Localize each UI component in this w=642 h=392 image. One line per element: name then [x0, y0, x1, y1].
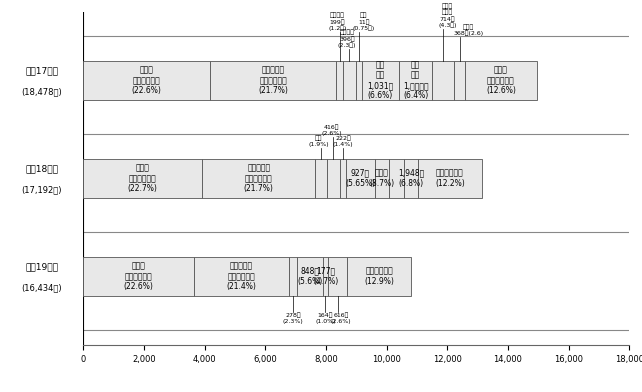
Text: (18,478件): (18,478件) [21, 88, 62, 96]
Bar [323, 257, 329, 296]
Text: 騒音他
(8.7%): 騒音他 (8.7%) [369, 169, 394, 188]
Bar [347, 159, 374, 198]
Text: 渋滞
(1.9%): 渋滞 (1.9%) [308, 136, 329, 147]
Text: 工事等
４，１７７件
(22.6%): 工事等 ４，１７７件 (22.6%) [132, 65, 162, 95]
Text: 平成18年度: 平成18年度 [25, 164, 58, 173]
Bar [289, 257, 297, 296]
Text: 222件
(1.4%): 222件 (1.4%) [333, 136, 353, 147]
Text: (16,434件): (16,434件) [21, 284, 62, 292]
Text: 通報・申告
５，４９８件
(21.7%): 通報・申告 ５，４９８件 (21.7%) [244, 163, 273, 193]
Text: 1,948件
(6.8%): 1,948件 (6.8%) [398, 169, 424, 188]
Bar [202, 159, 315, 198]
Bar [327, 159, 340, 198]
Bar [465, 61, 537, 100]
Bar [432, 61, 454, 100]
Bar [418, 159, 482, 198]
Text: その他
の会社
714件
(4.3％): その他 の会社 714件 (4.3％) [438, 3, 456, 29]
Bar [315, 159, 327, 198]
Bar [454, 61, 465, 100]
Text: 616件
(2.6%): 616件 (2.6%) [331, 313, 351, 324]
Text: 直接
生活
1,０００件
(6.4%): 直接 生活 1,０００件 (6.4%) [403, 60, 428, 100]
Bar [374, 159, 389, 198]
Text: ２，０９７件
(12.2%): ２，０９７件 (12.2%) [435, 169, 465, 188]
Text: 177件
(4.7%): 177件 (4.7%) [313, 267, 338, 286]
Text: 工事等
５，４２８件
(22.6%): 工事等 ５，４２８件 (22.6%) [124, 261, 153, 291]
Bar [210, 61, 336, 100]
Bar [399, 61, 432, 100]
Text: 負傷環境
199件
(1.2％): 負傷環境 199件 (1.2％) [328, 13, 347, 31]
Text: 通報・申告
５，１６８件
(21.4%): 通報・申告 ５，１６８件 (21.4%) [227, 261, 256, 291]
Bar [404, 159, 418, 198]
Bar [329, 257, 347, 296]
Text: ２，１２２件
(12.9%): ２，１２２件 (12.9%) [365, 267, 394, 286]
Bar [297, 257, 323, 296]
Text: 通報・申告
４，１６９件
(21.7%): 通報・申告 ４，１６９件 (21.7%) [258, 65, 288, 95]
Text: 工事等
５，６１９件
(22.7%): 工事等 ５，６１９件 (22.7%) [128, 163, 158, 193]
Text: 848件
(5.6%): 848件 (5.6%) [298, 267, 323, 286]
Text: 契約他
368件(2.6): 契約他 368件(2.6) [453, 24, 483, 36]
Bar [340, 159, 347, 198]
Text: 職员
合理
1,031件
(6.6%): 職员 合理 1,031件 (6.6%) [367, 60, 394, 100]
Text: 927件
(5.65%): 927件 (5.65%) [345, 169, 376, 188]
Text: 苦情
11件
(0.75％): 苦情 11件 (0.75％) [352, 13, 375, 31]
Bar [389, 159, 404, 198]
Bar [356, 61, 361, 100]
Text: (17,192件): (17,192件) [21, 186, 62, 194]
Bar [83, 159, 202, 198]
Bar [194, 257, 289, 296]
Bar [83, 257, 194, 296]
Bar [361, 61, 399, 100]
Bar [83, 61, 210, 100]
Text: 416件
(2.6%): 416件 (2.6%) [321, 125, 342, 136]
Text: 278件
(2.3%): 278件 (2.3%) [282, 313, 304, 324]
Text: 平成19年度: 平成19年度 [25, 262, 58, 271]
Bar [343, 61, 356, 100]
Bar [336, 61, 343, 100]
Text: 平成17年度: 平成17年度 [25, 66, 58, 75]
Text: その他
２，３５６件
(12.6%): その他 ２，３５６件 (12.6%) [486, 65, 516, 95]
Text: 164件
(1.0%): 164件 (1.0%) [315, 313, 336, 324]
Bar [347, 257, 412, 296]
Text: 自損被害
396件
(2.3％): 自損被害 396件 (2.3％) [338, 29, 356, 48]
